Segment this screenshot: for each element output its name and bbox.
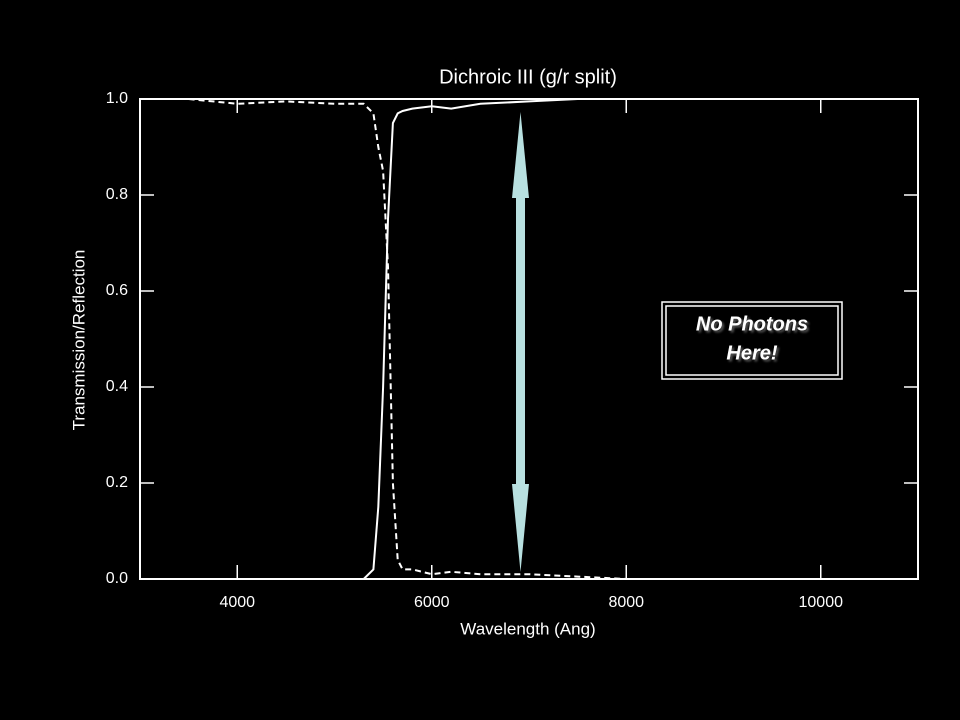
x-tick-label: 4000	[219, 594, 255, 611]
x-tick-label: 8000	[608, 594, 644, 611]
y-tick-label: 0.6	[106, 282, 128, 299]
x-axis-title: Wavelength (Ang)	[460, 619, 595, 638]
y-axis-title: Transmission/Reflection	[69, 250, 88, 431]
arrow	[512, 112, 529, 572]
plot-frame	[139, 98, 919, 580]
y-tick-label: 0.0	[106, 570, 128, 587]
y-tick-label: 0.8	[106, 186, 128, 203]
annotation-text: Here!	[726, 342, 777, 364]
annotation-box: No Photons Here!	[661, 301, 843, 380]
y-tick-label: 0.4	[106, 378, 128, 395]
annotation-text: No Photons	[696, 313, 808, 335]
y-tick-label: 1.0	[106, 90, 128, 107]
chart-title: Dichroic III (g/r split)	[439, 66, 617, 88]
y-tick-label: 0.2	[106, 474, 128, 491]
data-line	[362, 98, 918, 580]
x-tick-label: 6000	[414, 594, 450, 611]
x-tick-label: 10000	[799, 594, 844, 611]
data-line	[188, 98, 918, 580]
